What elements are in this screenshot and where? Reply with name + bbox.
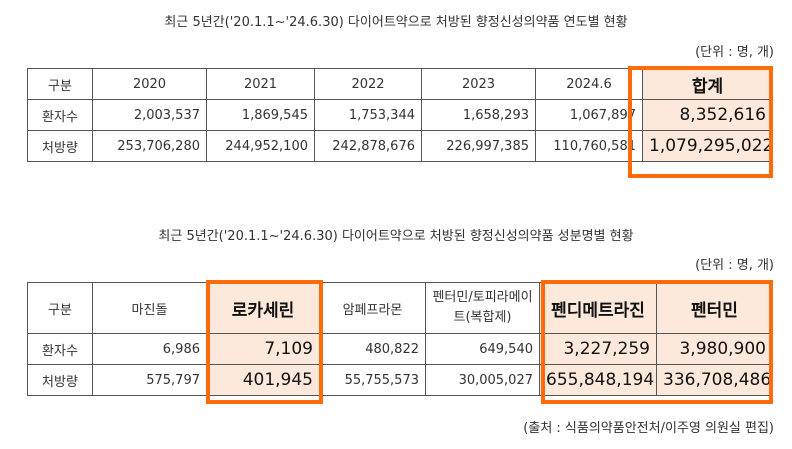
table-row: 처방량 253,706,280 244,952,100 242,878,676 … xyxy=(27,130,773,162)
table2-unit: (단위 : 명, 개) xyxy=(695,258,774,273)
header-cell: 펜터민/토피라메이트(복합제) xyxy=(425,282,540,334)
header-cell: 2020 xyxy=(92,68,207,100)
table-cell: 649,540 xyxy=(425,333,540,365)
header-cell: 2024.6 xyxy=(535,68,643,100)
table-cell-highlight: 336,708,486 xyxy=(656,364,773,396)
table-cell: 1,067,897 xyxy=(535,99,643,131)
header-cell: 2022 xyxy=(314,68,422,100)
table1-title: 최근 5년간('20.1.1~'24.6.30) 다이어트약으로 처방된 향정신… xyxy=(164,15,628,30)
table-cell: 480,822 xyxy=(319,333,426,365)
table-cell: 1,869,545 xyxy=(206,99,315,131)
header-cell: 구분 xyxy=(27,282,93,334)
table-cell: 575,797 xyxy=(92,364,207,396)
header-cell: 마진돌 xyxy=(92,282,207,334)
row-label: 처방량 xyxy=(27,364,93,396)
table-header-row: 구분 2020 2021 2022 2023 2024.6 합계 xyxy=(27,68,773,100)
table-header-row: 구분 마진돌 로카세린 암페프라몬 펜터민/토피라메이트(복합제) 펜디메트라진… xyxy=(27,282,773,334)
table-cell: 244,952,100 xyxy=(206,130,315,162)
row-label: 환자수 xyxy=(27,99,93,131)
header-cell-highlight: 로카세린 xyxy=(206,282,320,334)
table-cell: 1,658,293 xyxy=(421,99,536,131)
table-cell: 2,003,537 xyxy=(92,99,207,131)
header-cell: 2021 xyxy=(206,68,315,100)
total-cell: 8,352,616 xyxy=(642,99,773,131)
header-cell-highlight: 펜디메트라진 xyxy=(539,282,657,334)
yearly-table: 구분 2020 2021 2022 2023 2024.6 합계 환자수 2,0… xyxy=(27,68,773,162)
table-row: 처방량 575,797 401,945 55,755,573 30,005,02… xyxy=(27,364,773,396)
header-cell: 2023 xyxy=(421,68,536,100)
table1-unit: (단위 : 명, 개) xyxy=(695,45,774,60)
source-note: (출처 : 식품의약품안전처/이주영 의원실 편집) xyxy=(523,421,774,436)
table-cell-highlight: 3,227,259 xyxy=(539,333,657,365)
header-cell: 구분 xyxy=(27,68,93,100)
table2-title: 최근 5년간('20.1.1~'24.6.30) 다이어트약으로 처방된 향정신… xyxy=(158,229,634,244)
table-row: 환자수 6,986 7,109 480,822 649,540 3,227,25… xyxy=(27,333,773,365)
table-cell-highlight: 3,980,900 xyxy=(656,333,773,365)
table-cell: 253,706,280 xyxy=(92,130,207,162)
total-header-cell: 합계 xyxy=(642,68,773,100)
table-cell: 1,753,344 xyxy=(314,99,422,131)
header-cell: 암페프라몬 xyxy=(319,282,426,334)
table-cell: 55,755,573 xyxy=(319,364,426,396)
row-label: 처방량 xyxy=(27,130,93,162)
row-label: 환자수 xyxy=(27,333,93,365)
header-cell-highlight: 펜터민 xyxy=(656,282,773,334)
table-cell: 226,997,385 xyxy=(421,130,536,162)
table-cell-highlight: 401,945 xyxy=(206,364,320,396)
table-row: 환자수 2,003,537 1,869,545 1,753,344 1,658,… xyxy=(27,99,773,131)
total-cell: 1,079,295,022 xyxy=(642,130,773,162)
table-cell-highlight: 7,109 xyxy=(206,333,320,365)
table-cell: 6,986 xyxy=(92,333,207,365)
table-cell-highlight: 655,848,194 xyxy=(539,364,657,396)
table-cell: 110,760,581 xyxy=(535,130,643,162)
ingredient-table: 구분 마진돌 로카세린 암페프라몬 펜터민/토피라메이트(복합제) 펜디메트라진… xyxy=(27,282,773,396)
table-cell: 30,005,027 xyxy=(425,364,540,396)
table-cell: 242,878,676 xyxy=(314,130,422,162)
